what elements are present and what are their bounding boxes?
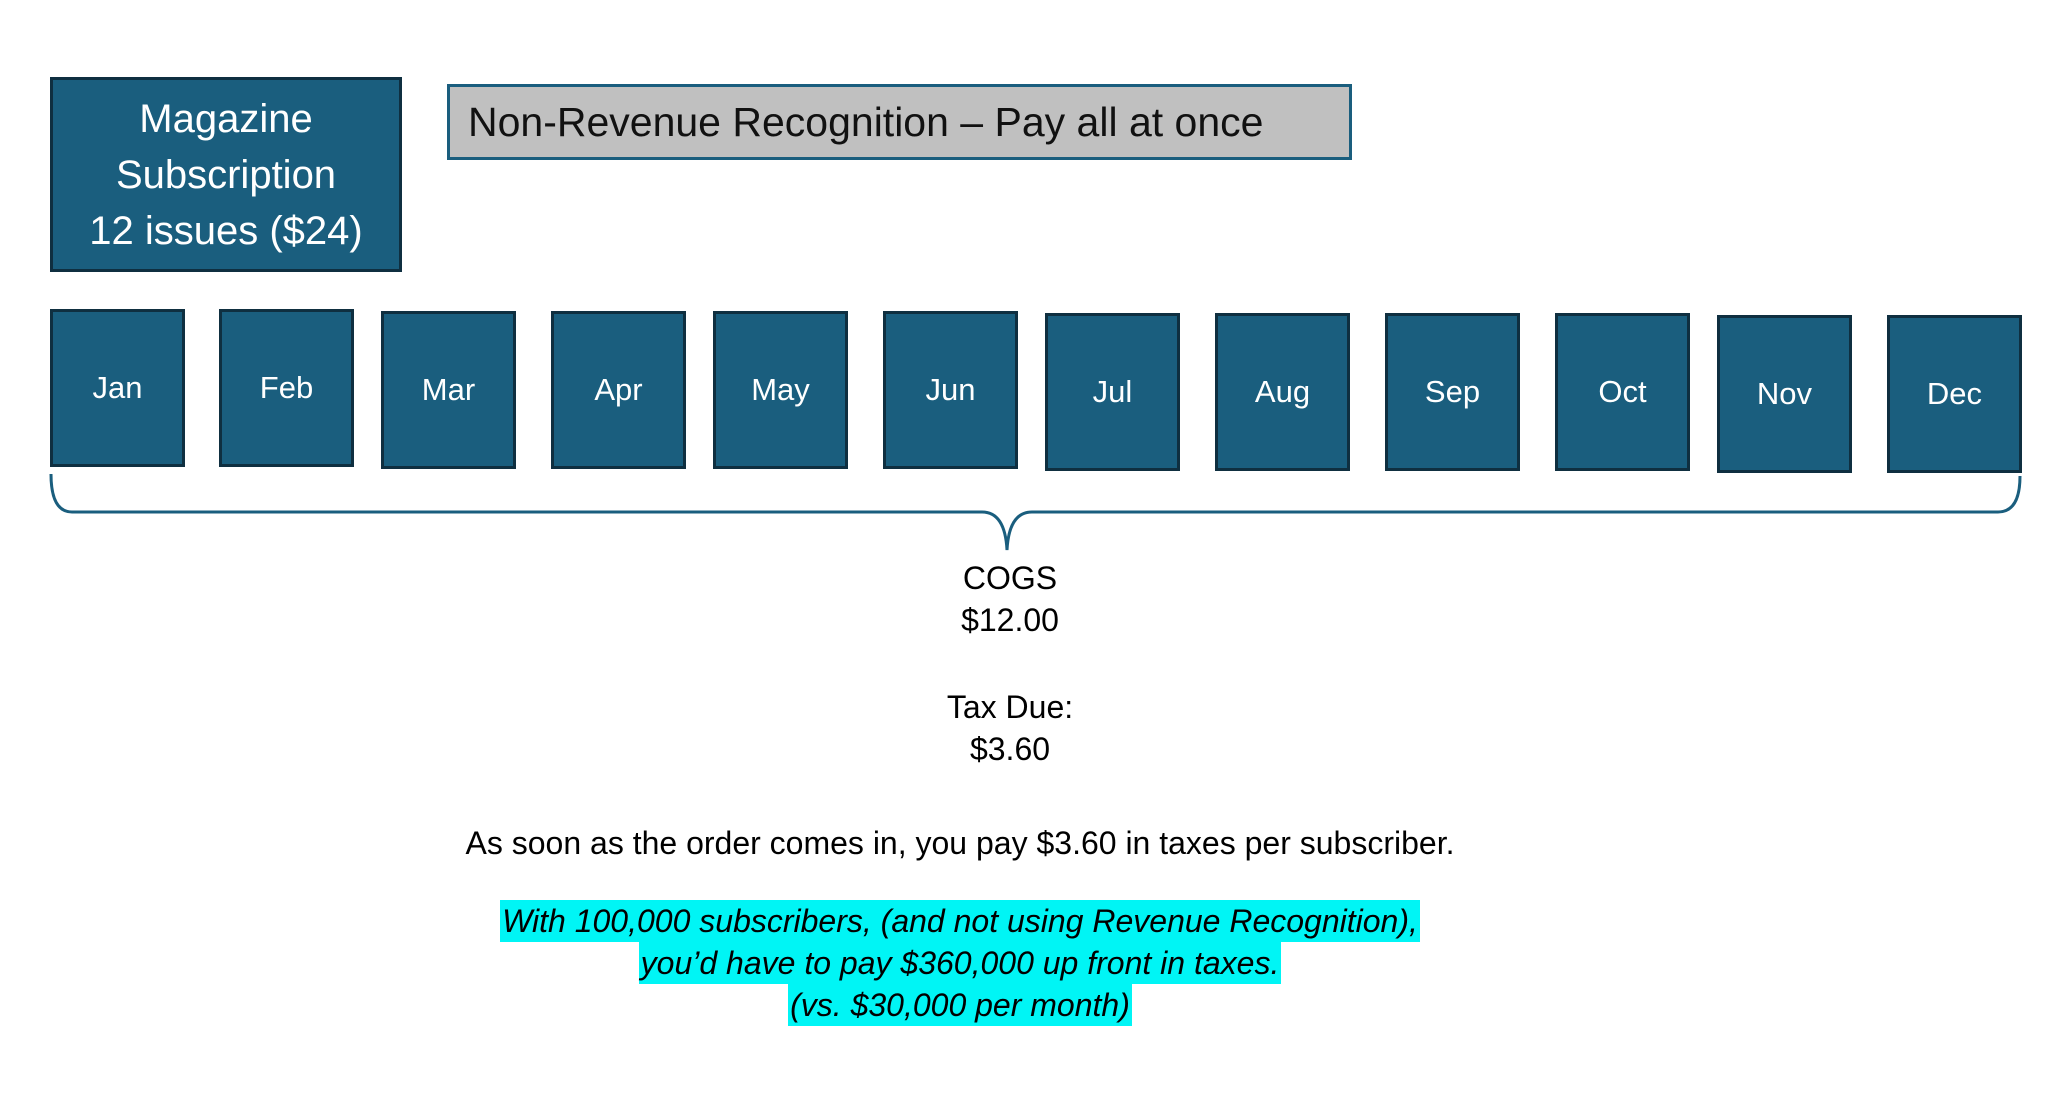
month-box-aug: Aug (1215, 313, 1350, 471)
title-line-1: Magazine (139, 96, 313, 141)
highlighted-callout: With 100,000 subscribers, (and not using… (380, 900, 1540, 1026)
month-box-feb: Feb (219, 309, 354, 467)
callout-line-1: With 100,000 subscribers, (and not using… (500, 900, 1420, 942)
slide-heading: Non-Revenue Recognition – Pay all at onc… (447, 84, 1352, 160)
cogs-label: COGS (962, 560, 1058, 596)
month-box-nov: Nov (1717, 315, 1852, 473)
month-box-mar: Mar (381, 311, 516, 469)
month-box-may: May (713, 311, 848, 469)
tax-label: Tax Due: (946, 689, 1074, 725)
month-box-apr: Apr (551, 311, 686, 469)
cogs-value: $12.00 (961, 602, 1059, 638)
subscription-title-box: Magazine Subscription 12 issues ($24) (50, 77, 402, 272)
title-line-2: Subscription (115, 152, 337, 197)
callout-line-2: you’d have to pay $360,000 up front in t… (638, 942, 1282, 984)
month-box-jan: Jan (50, 309, 185, 467)
month-box-jun: Jun (883, 311, 1018, 469)
month-box-jul: Jul (1045, 313, 1180, 471)
title-line-3: 12 issues ($24) (89, 208, 363, 253)
month-box-oct: Oct (1555, 313, 1690, 471)
tax-note: As soon as the order comes in, you pay $… (465, 825, 1455, 861)
month-box-sep: Sep (1385, 313, 1520, 471)
month-box-dec: Dec (1887, 315, 2022, 473)
callout-line-3: (vs. $30,000 per month) (788, 984, 1132, 1026)
cogs-block: COGS $12.00 (910, 557, 1110, 641)
tax-value: $3.60 (969, 731, 1051, 767)
tax-block: Tax Due: $3.60 (910, 686, 1110, 770)
